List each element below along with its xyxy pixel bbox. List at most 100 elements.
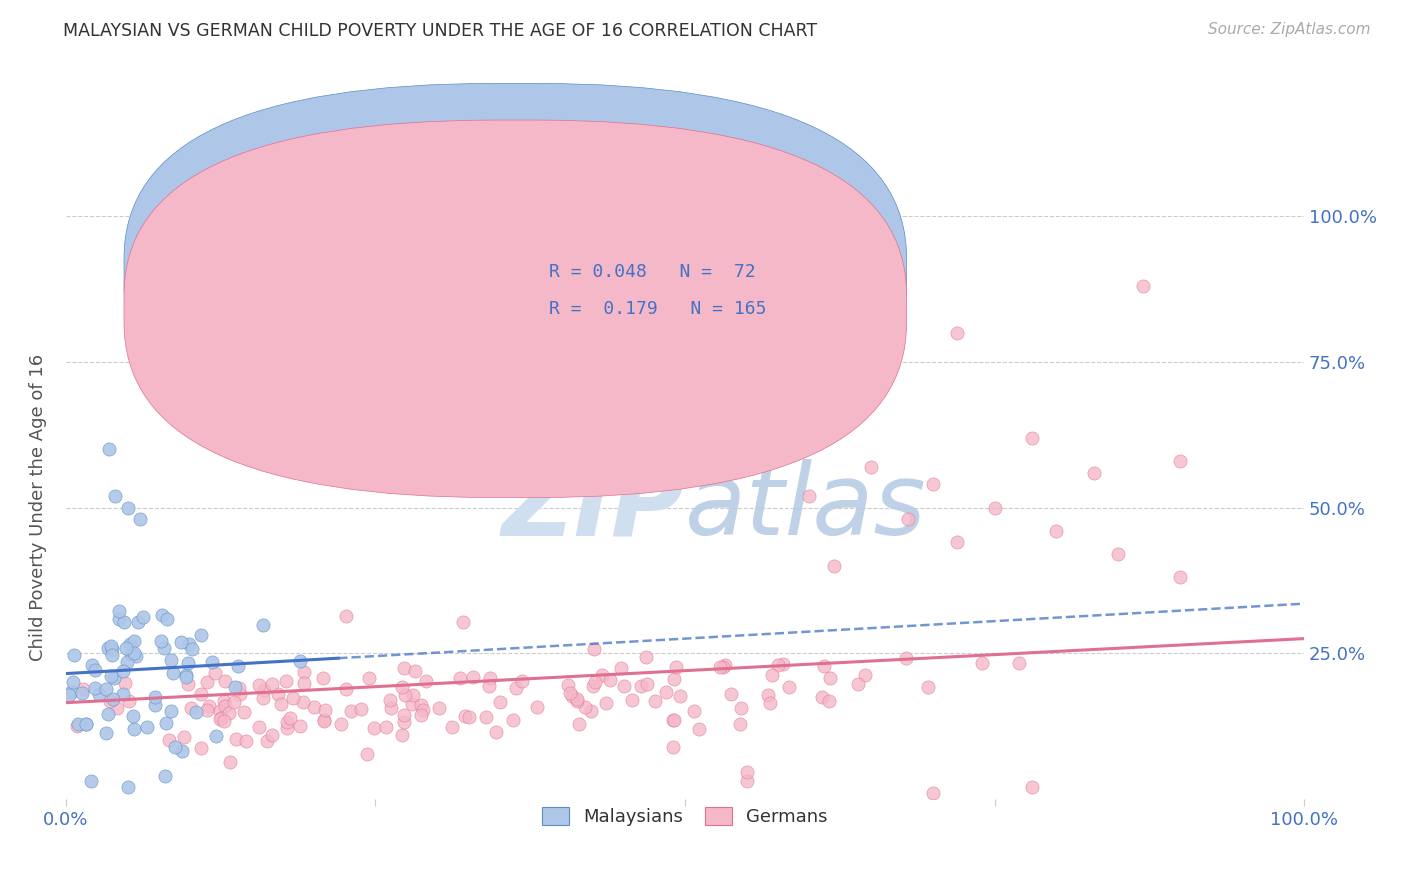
Point [155,716,177,731]
Point [458,710,481,724]
Point [218,706,240,720]
Point [391,680,413,694]
Point [162,665,184,680]
Point [759,696,782,710]
Point [896,651,918,665]
Point [391,728,413,742]
Point [112,615,135,630]
Point [101,648,124,662]
Point [247,720,270,734]
Point [66,717,89,731]
Point [117,500,139,515]
Point [76,717,98,731]
Point [98,442,121,457]
Point [427,701,450,715]
Point [478,679,501,693]
Text: atlas: atlas [685,459,927,556]
Point [212,693,235,707]
Point [312,671,335,685]
Point [392,714,415,729]
Point [1008,656,1031,670]
Point [292,675,315,690]
Point [212,714,235,728]
Point [415,673,437,688]
Point [180,641,202,656]
Point [610,661,633,675]
Point [823,558,845,573]
Point [112,687,135,701]
Point [568,717,591,731]
Point [89,687,111,701]
Point [662,672,685,686]
Point [153,640,176,655]
Point [662,740,685,755]
Point [591,668,613,682]
Point [489,695,512,709]
Point [917,680,939,694]
Point [115,640,138,655]
Point [83,681,105,695]
Point [103,691,125,706]
Point [582,641,605,656]
Point [1168,570,1191,584]
Point [160,653,183,667]
Point [143,690,166,704]
Point [66,719,89,733]
Text: R = 0.048   N =  72: R = 0.048 N = 72 [548,263,755,281]
Point [453,615,475,630]
Point [363,722,385,736]
FancyBboxPatch shape [474,243,790,339]
Point [225,731,247,746]
Text: ZIP: ZIP [502,459,685,556]
Point [115,655,138,669]
Point [683,704,706,718]
Point [124,646,146,660]
Point [135,720,157,734]
Text: Source: ZipAtlas.com: Source: ZipAtlas.com [1208,22,1371,37]
Point [595,696,617,710]
Point [97,707,120,722]
Point [778,681,800,695]
Point [204,665,226,680]
Point [797,489,820,503]
Point [94,681,117,696]
Point [177,656,200,670]
Point [153,768,176,782]
Point [404,664,426,678]
Point [669,689,692,703]
Point [859,459,882,474]
Point [970,656,993,670]
Point [772,657,794,671]
Point [630,679,652,693]
Point [526,700,548,714]
Point [209,710,232,724]
Point [392,661,415,675]
Point [72,686,94,700]
Point [281,691,304,706]
Point [735,764,758,779]
Point [62,675,84,690]
Point [114,675,136,690]
Point [108,603,131,617]
Point [224,680,246,694]
Point [256,734,278,748]
Point [620,693,643,707]
Point [613,680,636,694]
Point [117,780,139,794]
Point [127,615,149,629]
Point [190,688,212,702]
Point [1045,524,1067,538]
Point [132,610,155,624]
Point [412,702,434,716]
Point [97,641,120,656]
Point [186,705,208,719]
Point [160,704,183,718]
Point [846,677,869,691]
Point [634,650,657,665]
Point [567,691,589,706]
Point [108,612,131,626]
Point [292,695,315,709]
Point [1021,780,1043,794]
Point [921,477,943,491]
Point [409,708,432,723]
